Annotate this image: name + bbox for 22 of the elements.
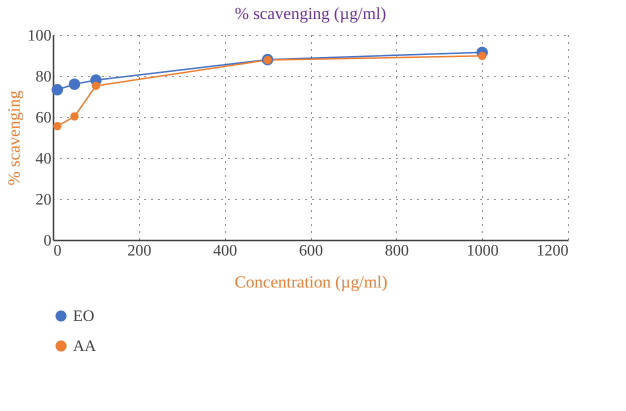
y-axis-title: % scavenging — [4, 90, 24, 186]
x-tick-label: 800 — [384, 242, 409, 260]
y-tick-label: 40 — [36, 150, 52, 168]
legend-label: EO — [73, 308, 94, 325]
point — [53, 122, 62, 130]
x-tick-label: 600 — [299, 242, 323, 260]
point — [478, 52, 486, 60]
point — [70, 112, 79, 121]
y-tick-label: 20 — [36, 192, 52, 208]
y-tick-label: 100 — [28, 28, 52, 44]
legend-label: AA — [73, 338, 97, 355]
point — [92, 82, 100, 90]
y-tick-label: 60 — [36, 110, 52, 126]
x-tick-label: 400 — [213, 242, 238, 260]
chart-title: % scavenging (µg/ml) — [234, 4, 386, 23]
x-axis-title: Concentration (µg/ml) — [234, 272, 388, 292]
x-tick-label: 200 — [127, 242, 152, 260]
point — [68, 78, 80, 90]
x-tick-label: 1000 — [466, 242, 499, 260]
point — [52, 84, 63, 96]
x-tick-label: 1200 — [536, 242, 568, 260]
y-tick-label: 80 — [36, 68, 52, 86]
